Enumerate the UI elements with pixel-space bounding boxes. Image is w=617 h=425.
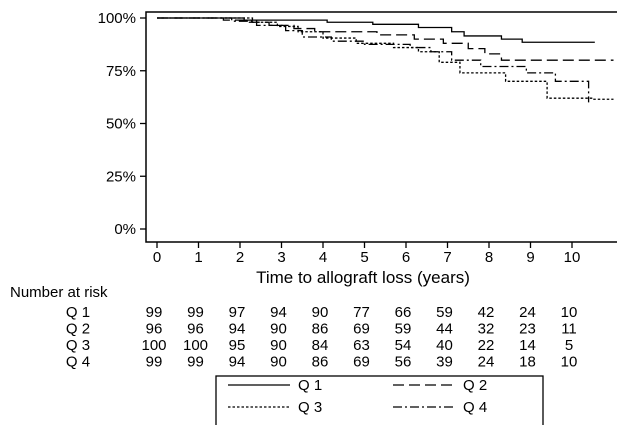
x-tick-label: 1: [194, 249, 202, 266]
risk-value: 90: [270, 321, 287, 338]
risk-table-title: Number at risk: [10, 284, 108, 301]
risk-value: 69: [353, 354, 370, 371]
risk-value: 94: [229, 321, 246, 338]
risk-value: 54: [395, 337, 412, 354]
risk-value: 90: [270, 337, 287, 354]
risk-value: 84: [312, 337, 329, 354]
x-axis-title: Time to allograft loss (years): [256, 268, 470, 287]
risk-value: 32: [478, 321, 495, 338]
x-tick-label: 3: [277, 249, 285, 266]
x-tick-label: 9: [526, 249, 534, 266]
risk-value: 99: [187, 304, 204, 321]
x-tick-label: 10: [564, 249, 581, 266]
risk-value: 59: [436, 304, 453, 321]
x-tick-label: 0: [153, 249, 161, 266]
y-tick-label: 75%: [106, 63, 136, 80]
km-curve-series-1: [157, 17, 595, 43]
risk-value: 86: [312, 354, 329, 371]
risk-row-label: Q 4: [66, 354, 90, 371]
y-tick-label: 100%: [98, 10, 136, 27]
km-curve-series-2: [157, 17, 614, 61]
risk-value: 56: [395, 354, 412, 371]
risk-value: 77: [353, 304, 370, 321]
risk-value: 18: [519, 354, 536, 371]
risk-value: 99: [187, 354, 204, 371]
legend-label: Q 1: [298, 377, 322, 394]
plot-area: [145, 11, 617, 243]
risk-value: 99: [146, 304, 163, 321]
risk-value: 23: [519, 321, 536, 338]
x-tick-label: 8: [485, 249, 493, 266]
risk-value: 59: [395, 321, 412, 338]
risk-value: 96: [187, 321, 204, 338]
risk-value: 69: [353, 321, 370, 338]
risk-value: 10: [561, 304, 578, 321]
risk-value: 66: [395, 304, 412, 321]
risk-row-label: Q 3: [66, 337, 90, 354]
risk-value: 44: [436, 321, 453, 338]
y-tick-label: 0%: [114, 221, 136, 238]
legend-label: Q 4: [463, 399, 487, 416]
risk-value: 86: [312, 321, 329, 338]
risk-row-label: Q 2: [66, 321, 90, 338]
risk-value: 40: [436, 337, 453, 354]
risk-value: 96: [146, 321, 163, 338]
risk-value: 90: [270, 354, 287, 371]
risk-value: 63: [353, 337, 370, 354]
risk-value: 24: [478, 354, 495, 371]
legend-label: Q 3: [298, 399, 322, 416]
legend-box: [215, 375, 544, 425]
km-curve-series-4: [157, 17, 590, 103]
risk-value: 24: [519, 304, 536, 321]
risk-value: 94: [270, 304, 287, 321]
risk-value: 11: [561, 321, 577, 338]
risk-value: 95: [229, 337, 246, 354]
risk-value: 97: [229, 304, 246, 321]
risk-value: 100: [183, 337, 208, 354]
km-curve-series-3: [157, 17, 614, 100]
x-tick-label: 7: [443, 249, 451, 266]
risk-value: 99: [146, 354, 163, 371]
y-tick-label: 50%: [106, 116, 136, 133]
risk-row-label: Q 1: [66, 304, 90, 321]
risk-value: 5: [565, 337, 573, 354]
risk-value: 39: [436, 354, 453, 371]
risk-value: 42: [478, 304, 495, 321]
x-tick-label: 4: [319, 249, 327, 266]
y-tick-label: 25%: [106, 168, 136, 185]
risk-value: 22: [478, 337, 495, 354]
risk-value: 10: [561, 354, 578, 371]
legend-label: Q 2: [463, 377, 487, 394]
risk-value: 100: [141, 337, 166, 354]
risk-value: 90: [312, 304, 329, 321]
risk-value: 94: [229, 354, 246, 371]
x-tick-label: 6: [402, 249, 410, 266]
x-tick-label: 5: [360, 249, 368, 266]
x-tick-label: 2: [236, 249, 244, 266]
risk-value: 14: [519, 337, 536, 354]
